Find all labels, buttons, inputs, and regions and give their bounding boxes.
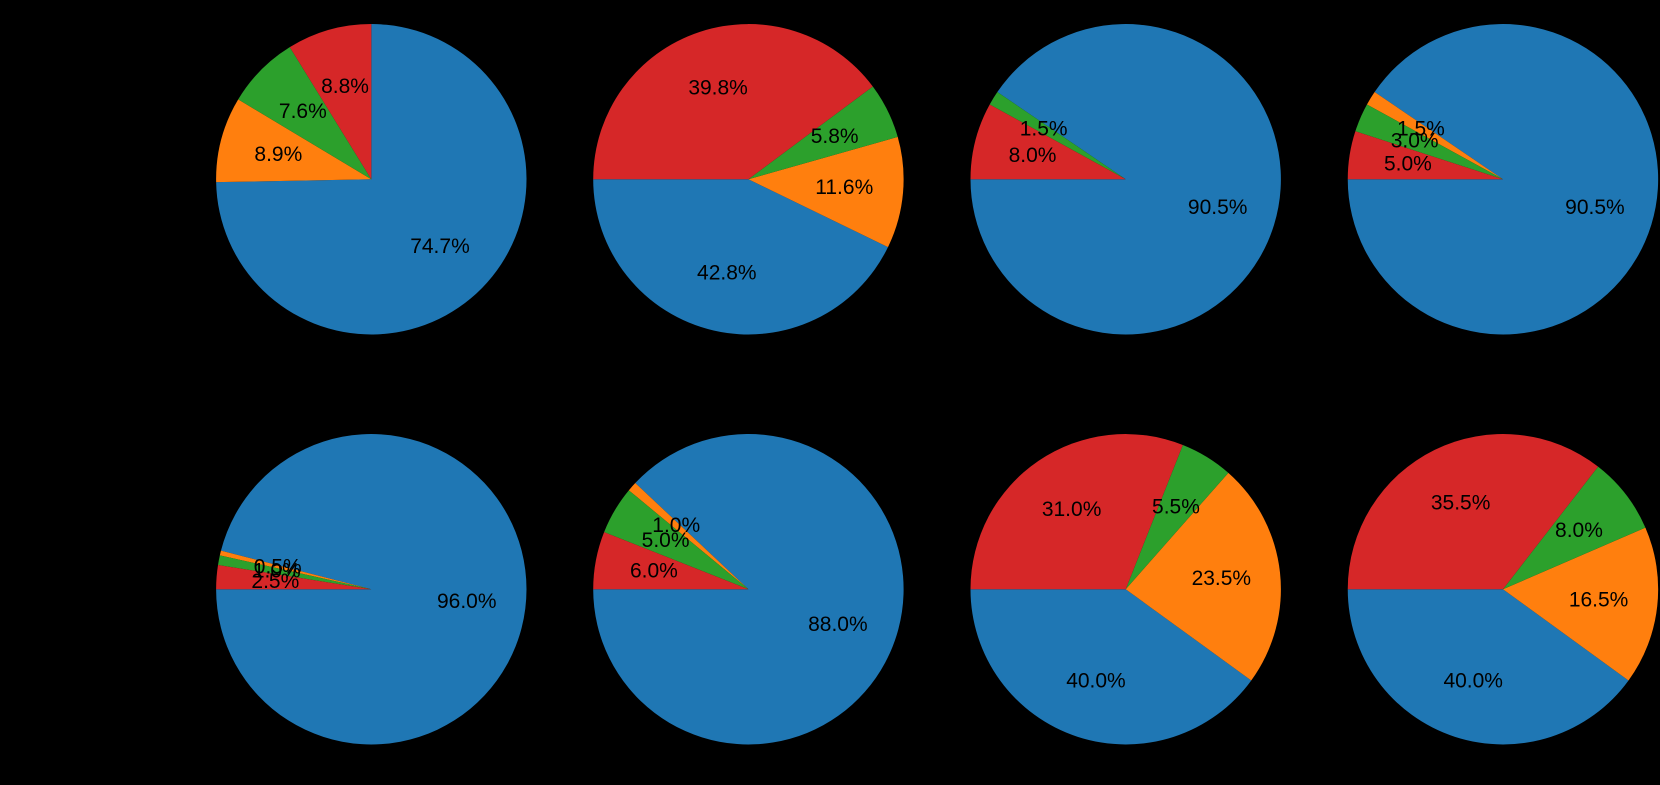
svg-text:39.8%: 39.8% xyxy=(688,76,748,99)
svg-text:31.0%: 31.0% xyxy=(1042,498,1102,521)
svg-text:8.0%: 8.0% xyxy=(1555,519,1603,542)
svg-text:40.0%: 40.0% xyxy=(1443,669,1503,692)
svg-text:1.5%: 1.5% xyxy=(1020,117,1068,140)
svg-text:5.8%: 5.8% xyxy=(811,125,859,148)
svg-text:16.5%: 16.5% xyxy=(1569,588,1629,611)
svg-text:8.0%: 8.0% xyxy=(1009,144,1057,167)
svg-text:74.7%: 74.7% xyxy=(410,235,470,258)
svg-text:8.8%: 8.8% xyxy=(321,75,369,98)
svg-text:5.5%: 5.5% xyxy=(1152,496,1200,519)
svg-text:35.5%: 35.5% xyxy=(1431,491,1491,514)
svg-text:90.5%: 90.5% xyxy=(1565,196,1625,219)
svg-text:6.0%: 6.0% xyxy=(630,560,678,583)
svg-text:23.5%: 23.5% xyxy=(1192,567,1252,590)
svg-text:3.0%: 3.0% xyxy=(1391,130,1439,153)
svg-text:7.6%: 7.6% xyxy=(279,100,327,123)
svg-text:8.9%: 8.9% xyxy=(254,143,302,166)
svg-text:11.6%: 11.6% xyxy=(815,176,873,199)
svg-text:88.0%: 88.0% xyxy=(808,613,868,636)
svg-text:5.0%: 5.0% xyxy=(1384,153,1432,176)
svg-text:90.5%: 90.5% xyxy=(1188,196,1248,219)
svg-text:2.5%: 2.5% xyxy=(251,570,299,593)
svg-text:40.0%: 40.0% xyxy=(1066,669,1126,692)
svg-text:5.0%: 5.0% xyxy=(642,529,690,552)
svg-text:42.8%: 42.8% xyxy=(697,262,757,285)
svg-text:96.0%: 96.0% xyxy=(437,590,497,613)
